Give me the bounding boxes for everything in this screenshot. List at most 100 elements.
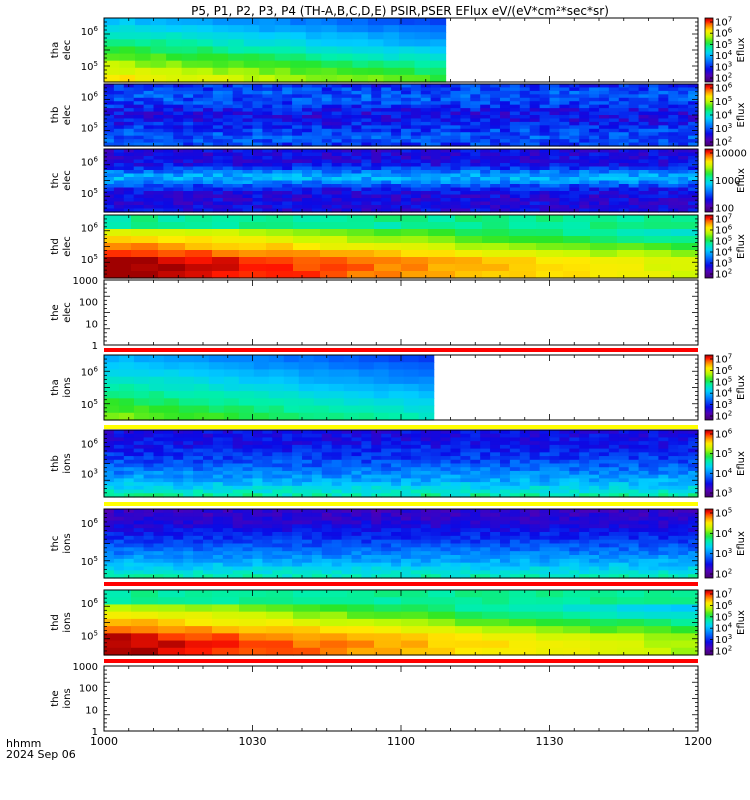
thb-ions-cell [252, 478, 263, 483]
thd-elec-cell [374, 236, 402, 244]
thc-elec-cell [628, 184, 640, 189]
thb-elec-cell [569, 97, 580, 102]
thb-ions-cell [212, 459, 224, 465]
thc-elec-cell [203, 170, 214, 175]
thc-elec-cell [648, 194, 659, 199]
thc-ions-cell [203, 547, 214, 552]
thc-elec-cell [579, 170, 590, 175]
tha-ions-cell [238, 412, 255, 421]
thc-ions-cell [212, 512, 224, 518]
thb-elec-cell [361, 94, 372, 99]
tha-ions-cell [268, 391, 285, 399]
thb-ions-cell [480, 456, 491, 461]
thb-ions-cell [559, 459, 570, 465]
tha-elec-cell [274, 39, 291, 48]
thb-ions-cell [460, 485, 471, 491]
thb-ions-cell [292, 485, 303, 491]
thc-ions-cell [272, 566, 283, 571]
thb-ions-cell [232, 452, 244, 457]
tha-ions-cell [148, 355, 165, 363]
thb-ions-cell [549, 448, 560, 453]
thc-elec-cell [579, 208, 590, 213]
thb-ions-cell [143, 452, 155, 457]
thb-ions-cell [490, 441, 501, 446]
thc-elec-cell [282, 194, 293, 199]
tha-ions-cell [133, 405, 150, 414]
thc-elec-cell [549, 208, 560, 213]
thb-elec-cell [608, 97, 620, 102]
thc-ions-cell [212, 543, 224, 548]
thb-ions-cell [559, 437, 570, 442]
thb-elec-cell [163, 128, 174, 133]
thb-elec-cell [539, 87, 551, 92]
thb-elec-cell [529, 111, 541, 116]
thb-ions-cell [678, 452, 689, 457]
thc-elec-cell [153, 198, 164, 203]
thb-ions-cell [341, 437, 353, 442]
thd-elec-cell [374, 250, 402, 258]
thd-elec-cell [509, 243, 537, 251]
thc-elec-cell [648, 201, 659, 206]
thc-ions-cell [163, 566, 174, 571]
thd-elec-cell [266, 264, 294, 272]
thb-elec-cell [183, 97, 194, 102]
thb-ions-cell [410, 430, 422, 435]
thb-ions-cell [272, 489, 283, 494]
thb-elec-cell [539, 97, 551, 102]
tha-elec-cell [290, 18, 307, 26]
thb-ions-cell [272, 470, 283, 476]
thc-elec-cell [311, 173, 323, 178]
thc-elec-cell [222, 177, 234, 182]
tha-elec-cell [228, 18, 245, 26]
thc-elec-cell [133, 177, 145, 182]
thb-elec-cell [163, 115, 174, 120]
tha-elec-cell [336, 25, 354, 33]
thb-elec-cell [143, 84, 155, 89]
thd-elec-cell [536, 243, 564, 251]
thb-elec-cell [232, 121, 244, 126]
thc-elec-cell [539, 163, 551, 168]
the-elec-ylabel-line1: the [50, 304, 61, 320]
thb-elec-cell [361, 87, 372, 92]
thc-elec-cell [212, 177, 224, 182]
thc-elec-cell [638, 163, 650, 168]
thc-elec-cell [450, 184, 461, 189]
thb-ions-cell [628, 437, 640, 442]
thc-ions-cell [272, 524, 283, 529]
thb-elec-cell [648, 87, 659, 92]
thb-ions-cell [173, 459, 184, 465]
thb-elec-cell [628, 142, 640, 147]
thb-ions-cell [599, 459, 610, 465]
thc-elec-cell [688, 173, 699, 178]
thb-ions-cell [371, 437, 382, 442]
thc-elec-cell [549, 191, 560, 196]
thb-ions-cell [470, 452, 481, 457]
thb-ions-cell [212, 452, 224, 457]
thb-elec-cell [519, 115, 531, 120]
thb-elec-cell [529, 128, 541, 133]
thb-ions-cell [480, 493, 491, 498]
thb-elec-cell [272, 125, 283, 130]
thb-elec-cell [331, 87, 343, 92]
thb-ions-cell [232, 493, 244, 498]
thb-ions-cell [480, 489, 491, 494]
the-elec-ytick-label: 10 [85, 319, 98, 330]
thb-elec-cell [490, 128, 501, 133]
thb-ions-cell [500, 463, 511, 468]
tha-elec-cell [414, 39, 431, 48]
thc-ions-cell [104, 574, 115, 579]
thc-elec-cell [420, 194, 432, 199]
thd-elec-cell [104, 271, 132, 279]
thc-elec-cell [242, 170, 254, 175]
thb-ions-cell [579, 459, 590, 465]
thd-elec-cell [482, 236, 510, 244]
thb-elec-cell [361, 121, 372, 126]
thb-ions-cell [450, 485, 461, 491]
thb-elec-cell [193, 125, 204, 130]
thc-elec-cell [500, 198, 511, 203]
thb-ions-cell [539, 437, 551, 442]
thb-ions-cell [183, 478, 194, 483]
thc-elec-cell [509, 198, 521, 203]
thc-ions-cell [311, 543, 323, 548]
thb-ions-cell [292, 448, 303, 453]
